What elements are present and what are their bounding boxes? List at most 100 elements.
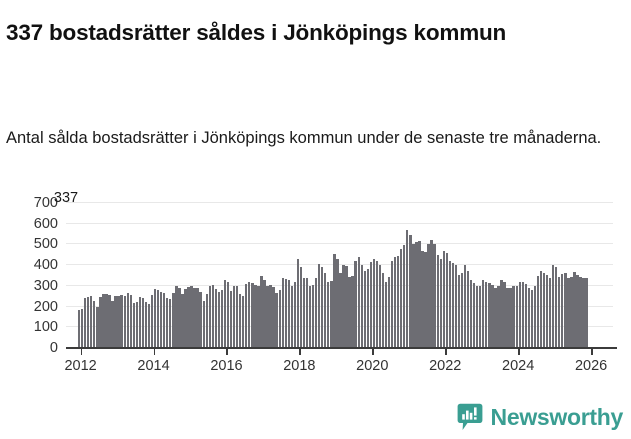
bar[interactable] xyxy=(345,266,348,348)
bar[interactable] xyxy=(217,291,221,348)
bar[interactable] xyxy=(375,261,379,348)
bar[interactable] xyxy=(357,256,360,348)
bar[interactable] xyxy=(284,278,287,348)
bar[interactable] xyxy=(172,293,175,348)
bar[interactable] xyxy=(521,282,524,348)
bar[interactable] xyxy=(476,285,479,348)
bar[interactable] xyxy=(573,271,576,348)
bar[interactable] xyxy=(500,279,503,348)
bar[interactable] xyxy=(308,285,312,348)
bar[interactable] xyxy=(263,279,266,348)
bar[interactable] xyxy=(330,281,333,348)
bar[interactable] xyxy=(418,240,421,348)
bar[interactable] xyxy=(555,267,558,348)
bar[interactable] xyxy=(96,306,99,348)
bar[interactable] xyxy=(339,273,342,348)
bar[interactable] xyxy=(232,285,236,348)
bar[interactable] xyxy=(509,287,512,348)
bar[interactable] xyxy=(296,258,300,348)
bar[interactable] xyxy=(570,276,573,348)
bar[interactable] xyxy=(102,294,105,348)
bar[interactable] xyxy=(272,286,275,348)
bar[interactable] xyxy=(229,291,233,348)
bar[interactable] xyxy=(196,288,199,348)
bar[interactable] xyxy=(433,244,436,348)
bar[interactable] xyxy=(354,261,357,348)
bar[interactable] xyxy=(90,296,93,348)
bar[interactable] xyxy=(126,292,129,348)
bar[interactable] xyxy=(117,295,120,348)
bar[interactable] xyxy=(321,266,324,348)
bar[interactable] xyxy=(503,282,506,348)
bar[interactable] xyxy=(378,265,382,348)
bar[interactable] xyxy=(169,298,172,348)
bar[interactable] xyxy=(363,271,366,348)
bar[interactable] xyxy=(223,280,227,348)
bar[interactable] xyxy=(269,284,272,348)
bar[interactable] xyxy=(77,309,81,348)
bar[interactable] xyxy=(360,265,363,348)
bar[interactable] xyxy=(141,297,145,348)
bar[interactable] xyxy=(582,278,585,348)
bar[interactable] xyxy=(150,295,154,348)
bar[interactable] xyxy=(138,297,142,348)
bar[interactable] xyxy=(305,277,309,348)
bar[interactable] xyxy=(187,286,190,348)
bar[interactable] xyxy=(293,282,297,348)
bar[interactable] xyxy=(211,284,214,348)
bar[interactable] xyxy=(436,254,439,348)
bar[interactable] xyxy=(494,287,497,348)
bar[interactable] xyxy=(226,281,230,348)
bar[interactable] xyxy=(175,285,178,348)
bar[interactable] xyxy=(579,277,582,348)
bar[interactable] xyxy=(558,276,561,348)
bar[interactable] xyxy=(400,248,403,348)
bar[interactable] xyxy=(466,271,470,348)
bar[interactable] xyxy=(208,286,211,348)
bar[interactable] xyxy=(348,277,351,348)
bar[interactable] xyxy=(530,290,534,348)
bar[interactable] xyxy=(314,278,318,348)
bar[interactable] xyxy=(421,250,424,348)
bar[interactable] xyxy=(80,308,84,348)
bar[interactable] xyxy=(105,293,108,348)
bar[interactable] xyxy=(393,256,397,348)
bar[interactable] xyxy=(567,277,570,348)
bar[interactable] xyxy=(93,300,96,348)
bar[interactable] xyxy=(245,283,248,348)
bar[interactable] xyxy=(84,298,87,348)
bar[interactable] xyxy=(260,275,263,348)
bar[interactable] xyxy=(366,269,369,348)
bar[interactable] xyxy=(214,288,218,348)
bar[interactable] xyxy=(251,282,254,348)
bar[interactable] xyxy=(193,287,196,348)
bar[interactable] xyxy=(318,264,321,348)
bar[interactable] xyxy=(387,276,391,348)
bar[interactable] xyxy=(257,286,260,348)
bar[interactable] xyxy=(430,240,433,348)
bar[interactable] xyxy=(412,244,415,348)
bar[interactable] xyxy=(545,275,549,348)
bar[interactable] xyxy=(497,285,500,348)
bar[interactable] xyxy=(238,294,242,348)
bar[interactable] xyxy=(302,278,306,348)
bar[interactable] xyxy=(485,281,488,348)
bar[interactable] xyxy=(235,285,239,348)
bar[interactable] xyxy=(491,284,494,348)
bar[interactable] xyxy=(488,283,491,348)
bar[interactable] xyxy=(190,285,193,348)
bar[interactable] xyxy=(129,295,132,348)
bar[interactable] xyxy=(205,293,208,348)
bar[interactable] xyxy=(585,278,588,348)
bar[interactable] xyxy=(409,234,412,348)
bar[interactable] xyxy=(448,261,452,348)
bar[interactable] xyxy=(290,285,294,348)
bar[interactable] xyxy=(166,298,169,348)
bar[interactable] xyxy=(518,281,521,348)
bar[interactable] xyxy=(202,301,205,348)
bar[interactable] xyxy=(287,280,290,348)
bar[interactable] xyxy=(99,296,102,348)
bar[interactable] xyxy=(460,273,464,348)
bar[interactable] xyxy=(515,285,518,348)
bar[interactable] xyxy=(132,302,135,348)
